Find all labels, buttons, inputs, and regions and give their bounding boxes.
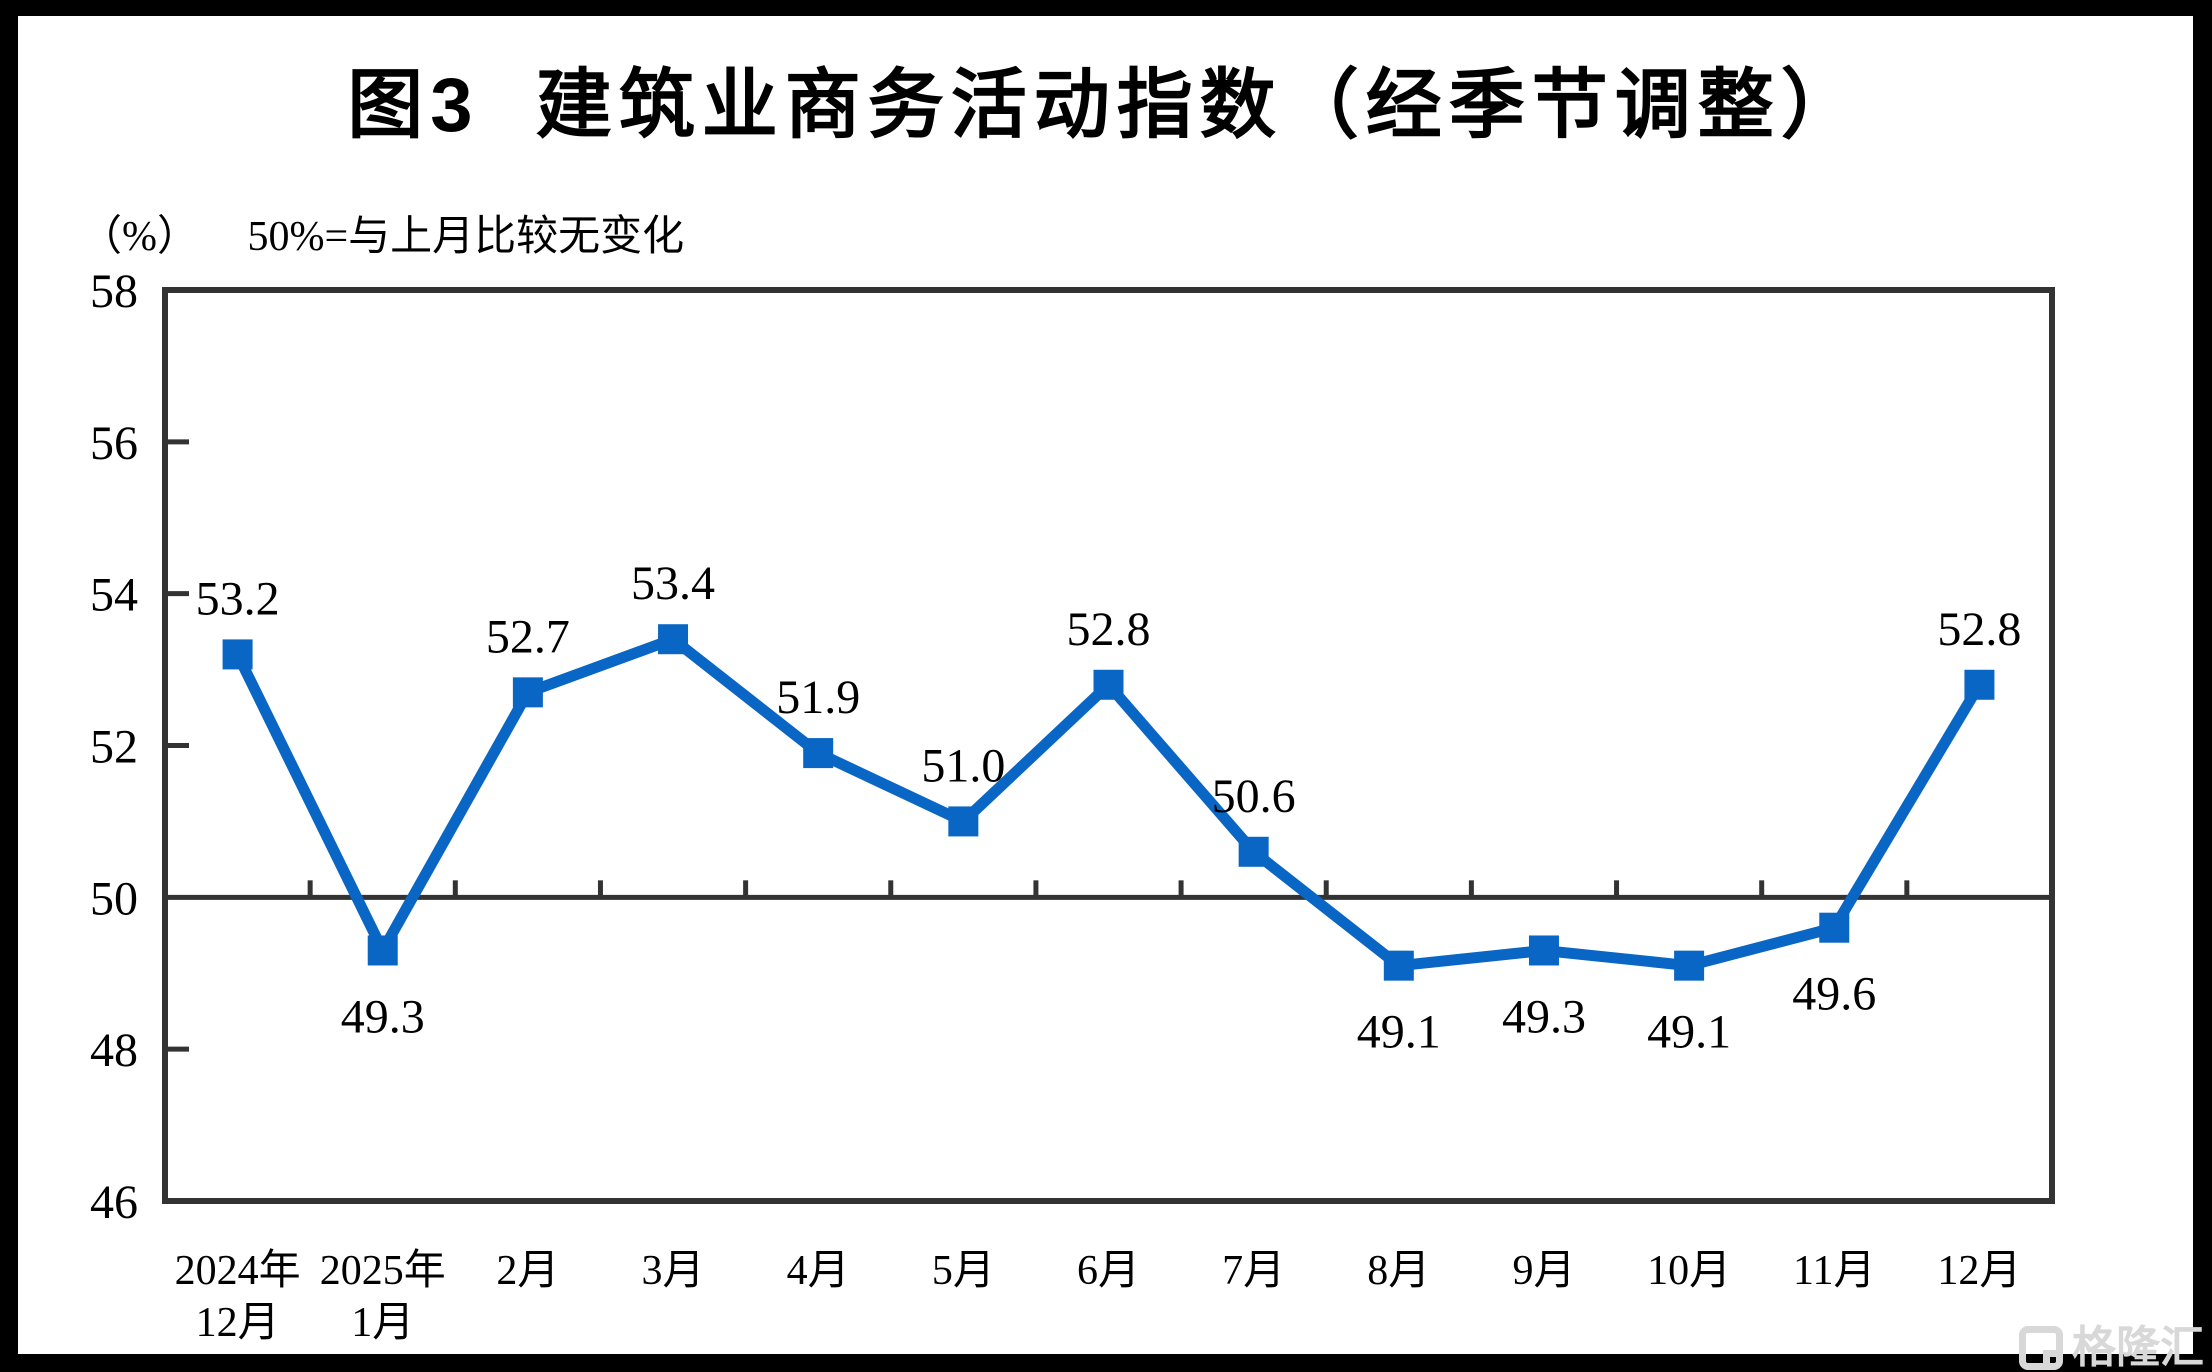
y-axis-label: 54 [90, 569, 138, 622]
data-point-marker [1674, 950, 1705, 981]
data-point-label: 49.1 [1647, 1006, 1731, 1059]
data-point-label: 49.3 [341, 990, 425, 1043]
data-point-label: 52.7 [486, 610, 570, 663]
x-axis-label: 1月 [351, 1300, 414, 1346]
y-axis-label: 58 [90, 265, 138, 318]
data-point-label: 53.2 [196, 572, 280, 625]
x-axis-label: 3月 [642, 1248, 705, 1294]
y-axis-label: 48 [90, 1024, 138, 1077]
x-axis-label: 2025年 [320, 1247, 446, 1294]
data-point-label: 52.8 [1067, 603, 1151, 656]
y-axis-label: 52 [90, 721, 138, 774]
data-point-marker [1093, 669, 1124, 700]
y-axis-label: 56 [90, 417, 138, 470]
data-point-marker [367, 935, 398, 966]
data-point-marker [1528, 935, 1559, 966]
watermark: 格隆汇 [2019, 1326, 2204, 1370]
data-point-label: 49.3 [1502, 990, 1586, 1043]
data-point-marker [1964, 669, 1995, 700]
x-axis-label: 9月 [1512, 1248, 1575, 1294]
data-point-marker [512, 677, 543, 708]
data-point-marker [1238, 836, 1269, 867]
x-axis-label: 2024年 [175, 1247, 301, 1294]
reference-line-note: 50%=与上月比较无变化 [247, 214, 685, 260]
x-axis-label: 10月 [1647, 1248, 1731, 1294]
x-axis-label: 7月 [1222, 1248, 1285, 1294]
plot-border [162, 287, 2055, 1204]
data-point-label: 53.4 [631, 557, 715, 610]
y-axis-label: 46 [90, 1176, 138, 1229]
x-axis-label: 12月 [196, 1300, 280, 1346]
gelonghui-logo-icon [2019, 1326, 2063, 1370]
data-point-label: 51.0 [921, 739, 1005, 792]
data-point-marker [948, 806, 979, 837]
data-point-label: 50.6 [1212, 770, 1296, 823]
x-axis-label: 4月 [787, 1248, 850, 1294]
x-axis-label: 2月 [496, 1248, 559, 1294]
y-axis-label: 50 [90, 872, 138, 925]
data-point-label: 49.1 [1357, 1006, 1441, 1059]
data-point-marker [1819, 912, 1850, 943]
data-point-label: 49.6 [1792, 968, 1876, 1021]
chart-title: 图3 建筑业商务活动指数（经季节调整） [347, 63, 1864, 148]
data-point-marker [222, 639, 253, 670]
chart-subtitle: （%） 50%=与上月比较无变化 [80, 212, 684, 262]
data-point-label: 51.9 [776, 671, 860, 724]
data-point-marker [803, 738, 834, 769]
data-point-marker [658, 624, 689, 655]
y-axis-unit-label: （%） [80, 214, 199, 260]
x-axis-label: 5月 [932, 1248, 995, 1294]
data-point-marker [1383, 950, 1414, 981]
watermark-text: 格隆汇 [2072, 1323, 2204, 1372]
data-point-label: 52.8 [1937, 603, 2021, 656]
x-axis-label: 11月 [1793, 1248, 1875, 1294]
x-axis-label: 8月 [1367, 1248, 1430, 1294]
x-axis-label: 6月 [1077, 1248, 1140, 1294]
x-axis-label: 12月 [1937, 1248, 2021, 1294]
